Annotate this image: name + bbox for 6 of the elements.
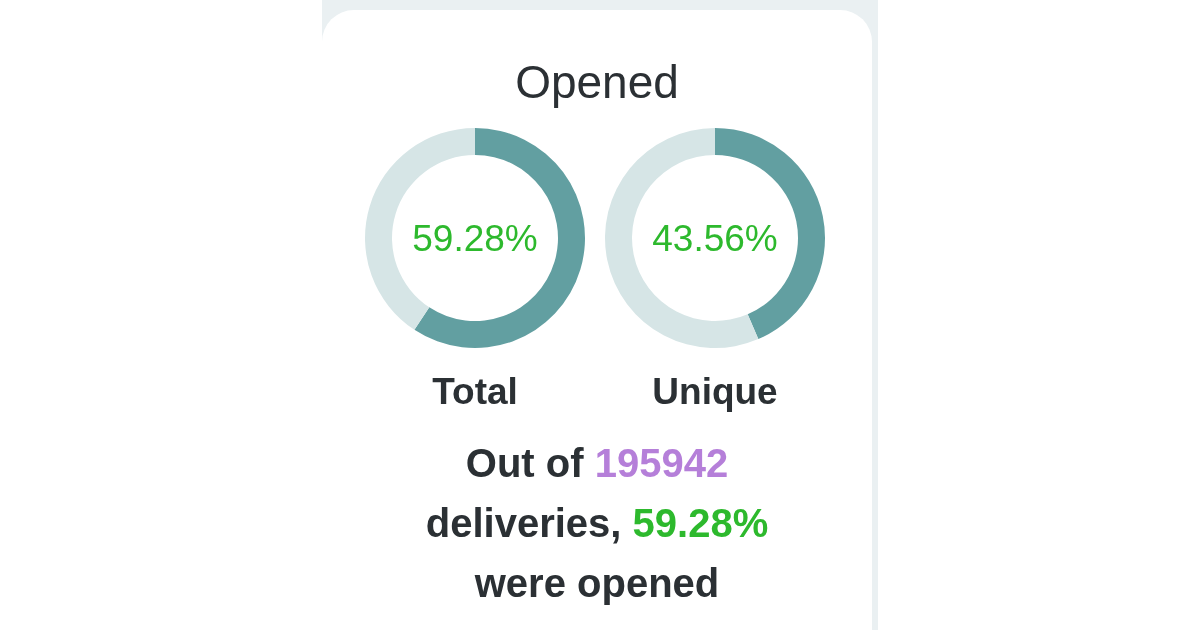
text: Unique xyxy=(652,371,778,412)
text: 43.56% xyxy=(652,217,778,259)
text: 59.28% xyxy=(412,217,538,259)
text: Opened xyxy=(514,55,680,110)
text: Total xyxy=(432,371,518,412)
text: Out of 195942 deliveries, 59.28% were opened xyxy=(425,441,769,605)
